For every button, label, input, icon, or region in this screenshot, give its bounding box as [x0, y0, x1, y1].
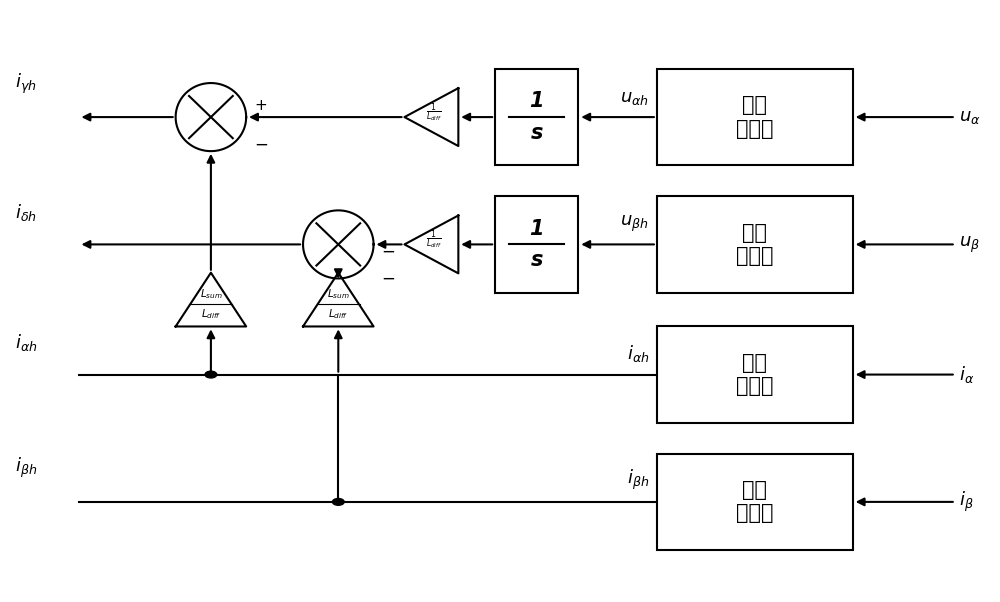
Bar — [657, 326, 853, 423]
Text: $i_{\beta}$: $i_{\beta}$ — [959, 490, 973, 514]
Bar — [495, 196, 578, 293]
Text: s: s — [531, 123, 543, 143]
Text: 带通
滤波器: 带通 滤波器 — [736, 480, 774, 524]
Text: $L_{sum}$: $L_{sum}$ — [200, 287, 222, 301]
Circle shape — [205, 371, 217, 378]
Text: $\frac{1}{L_{diff}}$: $\frac{1}{L_{diff}}$ — [426, 101, 442, 124]
Text: $i_{\beta h}$: $i_{\beta h}$ — [627, 468, 649, 492]
Text: $L_{diff}$: $L_{diff}$ — [201, 307, 221, 321]
Text: $i_{\alpha h}$: $i_{\alpha h}$ — [15, 332, 37, 353]
Text: $i_{\alpha}$: $i_{\alpha}$ — [959, 364, 974, 385]
Text: $u_{\beta h}$: $u_{\beta h}$ — [620, 214, 649, 234]
Text: $i_{\delta h}$: $i_{\delta h}$ — [15, 202, 37, 223]
Text: s: s — [531, 250, 543, 270]
Text: $\frac{1}{L_{diff}}$: $\frac{1}{L_{diff}}$ — [426, 229, 442, 251]
Text: $u_{\alpha h}$: $u_{\alpha h}$ — [620, 89, 649, 107]
Circle shape — [332, 498, 344, 505]
Text: 带通
滤波器: 带通 滤波器 — [736, 223, 774, 266]
Text: −: − — [254, 135, 268, 153]
Text: 带通
滤波器: 带通 滤波器 — [736, 96, 774, 138]
Text: 1: 1 — [530, 219, 544, 238]
Text: $i_{\alpha h}$: $i_{\alpha h}$ — [627, 343, 649, 364]
Text: $L_{sum}$: $L_{sum}$ — [327, 287, 350, 301]
Text: −: − — [381, 242, 395, 260]
Text: $L_{diff}$: $L_{diff}$ — [328, 307, 349, 321]
Text: $i_{\beta h}$: $i_{\beta h}$ — [15, 456, 37, 480]
Text: $u_{\alpha}$: $u_{\alpha}$ — [959, 108, 980, 126]
Bar — [657, 196, 853, 293]
Text: $u_{\beta}$: $u_{\beta}$ — [959, 234, 980, 255]
Text: −: − — [381, 269, 395, 287]
Text: 带通
滤波器: 带通 滤波器 — [736, 353, 774, 396]
Bar — [657, 69, 853, 165]
Text: $i_{\gamma h}$: $i_{\gamma h}$ — [15, 72, 36, 96]
Text: 1: 1 — [530, 92, 544, 111]
Text: +: + — [254, 98, 267, 113]
Bar — [495, 69, 578, 165]
Bar — [657, 454, 853, 550]
